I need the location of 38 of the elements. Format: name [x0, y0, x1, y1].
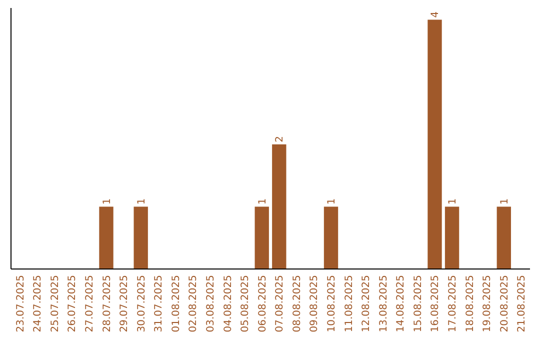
x-tick-label: 10.08.2025: [326, 275, 338, 332]
x-tick-label: 04.08.2025: [222, 275, 234, 332]
x-tick-label: 26.07.2025: [67, 275, 78, 332]
x-tick-label: 16.08.2025: [430, 275, 442, 332]
x-tick-label: 25.07.2025: [50, 275, 61, 332]
x-tick-label: 18.08.2025: [464, 275, 476, 332]
x-tick-label: 01.08.2025: [170, 275, 182, 332]
data-label: 1: [499, 198, 510, 205]
x-tick-label: 17.08.2025: [448, 275, 459, 332]
x-tick-label: 29.07.2025: [119, 275, 130, 332]
data-label: 1: [326, 198, 338, 205]
data-label: 1: [257, 198, 268, 205]
x-tick-label: 08.08.2025: [292, 275, 303, 332]
x-tick-label: 03.08.2025: [205, 275, 216, 332]
x-tick-label: 24.07.2025: [32, 275, 44, 332]
x-tick-label: 20.08.2025: [499, 275, 510, 332]
x-tick-label: 31.07.2025: [154, 275, 165, 332]
x-tick-label: 23.07.2025: [15, 275, 26, 332]
x-tick-label: 30.07.2025: [136, 275, 148, 332]
x-tick-label: 02.08.2025: [188, 275, 200, 332]
x-tick-label: 13.08.2025: [378, 275, 390, 332]
data-label: 2: [274, 136, 286, 142]
x-tick-label: 07.08.2025: [274, 275, 286, 332]
x-tick-label: 19.08.2025: [482, 275, 494, 332]
x-tick-label: 14.08.2025: [396, 275, 407, 332]
data-label: 4: [430, 11, 442, 18]
data-label: 1: [448, 198, 459, 205]
x-tick-label: 15.08.2025: [412, 275, 424, 332]
x-tick-label: 21.08.2025: [516, 275, 528, 332]
x-tick-label: 28.07.2025: [102, 275, 113, 332]
data-label: 1: [102, 198, 113, 205]
x-tick-label: 12.08.2025: [361, 275, 372, 332]
x-tick-label: 06.08.2025: [257, 275, 268, 332]
x-tick-label: 11.08.2025: [344, 275, 355, 332]
x-tick-label: 27.07.2025: [84, 275, 96, 332]
data-label: 1: [136, 198, 148, 205]
x-tick-label: 05.08.2025: [240, 275, 252, 332]
x-tick-label: 09.08.2025: [309, 275, 320, 332]
